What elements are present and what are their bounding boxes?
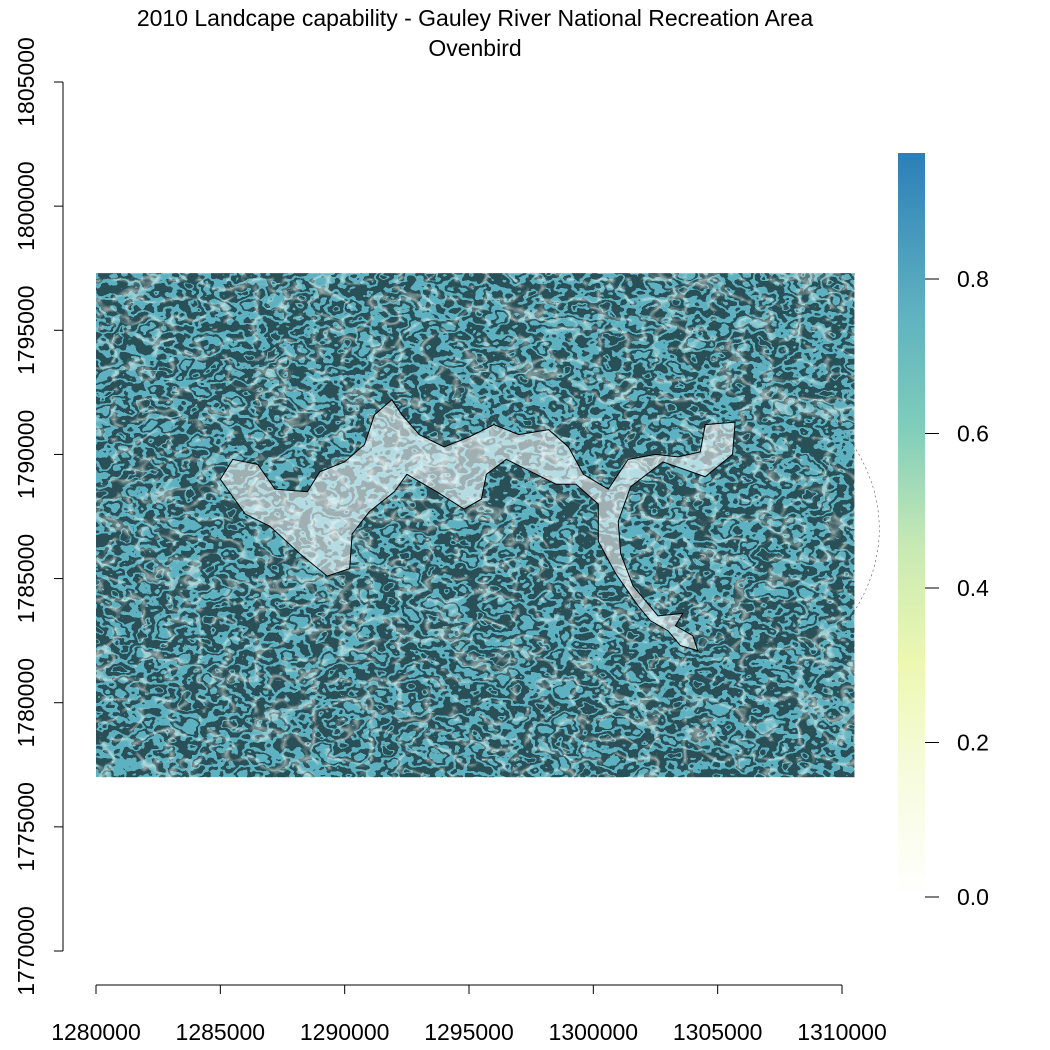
colorbar-tick-label: 0.0 [957, 884, 989, 910]
raster-valleys [96, 273, 855, 778]
x-tick-label: 1290000 [300, 1019, 390, 1045]
colorbar-tick-label: 0.8 [957, 266, 989, 292]
colorbar-tick-label: 0.2 [957, 730, 989, 756]
raster-layer [96, 273, 855, 778]
map-title: 2010 Landcape capability - Gauley River … [137, 5, 814, 31]
colorbar-tick-label: 0.6 [957, 421, 989, 447]
boundary-layer [132, 300, 880, 758]
y-tick-label: 1795000 [13, 286, 39, 376]
y-axis: 1770000 1775000 1780000 1785000 1790000 17950… [13, 37, 64, 996]
x-tick-label: 1280000 [51, 1019, 141, 1045]
x-tick-label: 1285000 [176, 1019, 266, 1045]
y-tick-label: 1800000 [13, 161, 39, 251]
x-axis: 1280000 1285000 1290000 1295000 1300000 13050… [51, 984, 887, 1045]
y-tick-label: 1775000 [13, 782, 39, 872]
x-tick-label: 1300000 [549, 1019, 639, 1045]
y-tick-label: 1790000 [13, 410, 39, 500]
y-tick-label: 1780000 [13, 658, 39, 748]
colorbar-bar [898, 153, 925, 897]
park-boundary [219, 399, 736, 652]
map-subtitle: Ovenbird [428, 35, 521, 61]
x-tick-label: 1295000 [424, 1019, 514, 1045]
colorbar-tick-label: 0.4 [957, 575, 989, 601]
buffer-outline [132, 300, 880, 758]
colorbar-legend: 0.0 0.2 0.4 0.6 0.8 [898, 153, 989, 910]
x-tick-label: 1305000 [673, 1019, 763, 1045]
y-tick-label: 1770000 [13, 906, 39, 996]
x-tick-label: 1310000 [797, 1019, 887, 1045]
y-tick-label: 1785000 [13, 534, 39, 624]
y-tick-label: 1805000 [13, 37, 39, 127]
